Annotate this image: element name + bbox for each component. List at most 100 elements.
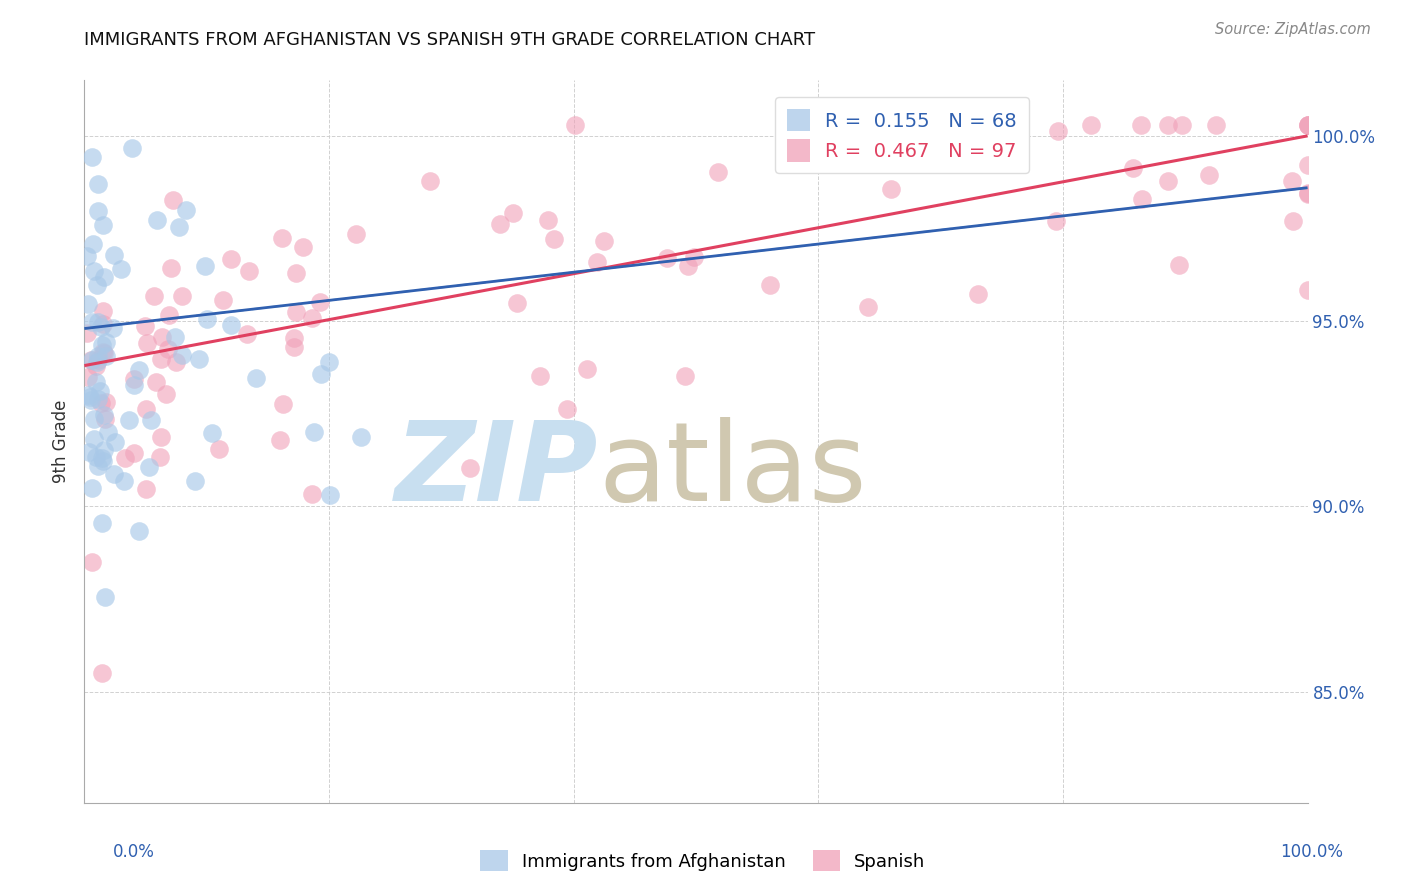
Point	[86, 458, 108, 473]
Point	[311, 367, 333, 381]
Point	[301, 311, 323, 326]
Point	[1130, 192, 1153, 206]
Point	[80, 555, 103, 569]
Point	[1167, 258, 1189, 272]
Point	[155, 387, 177, 401]
Point	[80, 353, 103, 368]
Point	[856, 300, 879, 314]
Point	[165, 330, 187, 344]
Point	[270, 231, 292, 245]
Point	[135, 401, 157, 416]
Point	[84, 376, 107, 390]
Point	[176, 202, 198, 217]
Text: atlas: atlas	[598, 417, 866, 524]
Point	[238, 264, 260, 278]
Legend: Immigrants from Afghanistan, Spanish: Immigrants from Afghanistan, Spanish	[474, 843, 932, 879]
Point	[195, 311, 218, 326]
Point	[592, 235, 614, 249]
Point	[128, 363, 150, 377]
Point	[149, 430, 172, 444]
Point	[221, 252, 243, 266]
Point	[529, 369, 551, 384]
Point	[76, 326, 98, 340]
Point	[350, 430, 373, 444]
Point	[156, 343, 179, 357]
Point	[90, 396, 112, 410]
Point	[1296, 118, 1319, 132]
Point	[201, 425, 224, 440]
Point	[149, 352, 172, 367]
Point	[77, 444, 100, 458]
Text: Source: ZipAtlas.com: Source: ZipAtlas.com	[1215, 22, 1371, 37]
Point	[103, 248, 125, 262]
Text: 0.0%: 0.0%	[112, 843, 155, 861]
Point	[172, 288, 194, 302]
Point	[1157, 174, 1180, 188]
Point	[460, 461, 482, 475]
Point	[94, 395, 117, 409]
Point	[141, 413, 163, 427]
Point	[87, 177, 110, 191]
Point	[285, 305, 308, 319]
Point	[87, 352, 110, 367]
Point	[91, 450, 114, 465]
Point	[93, 346, 115, 360]
Point	[79, 390, 101, 404]
Point	[86, 315, 108, 329]
Point	[162, 193, 184, 207]
Point	[219, 318, 242, 332]
Point	[506, 296, 529, 310]
Point	[655, 251, 678, 265]
Point	[1296, 118, 1319, 132]
Point	[76, 388, 98, 402]
Point	[543, 232, 565, 246]
Point	[128, 524, 150, 538]
Point	[489, 217, 512, 231]
Point	[91, 454, 114, 468]
Point	[344, 227, 367, 242]
Point	[187, 351, 209, 366]
Point	[269, 433, 291, 447]
Point	[76, 249, 98, 263]
Point	[91, 516, 114, 530]
Point	[1296, 283, 1319, 297]
Point	[94, 335, 117, 350]
Point	[77, 370, 100, 384]
Point	[114, 451, 136, 466]
Point	[79, 393, 101, 408]
Point	[94, 411, 117, 425]
Point	[1045, 213, 1067, 227]
Point	[1281, 174, 1303, 188]
Point	[1296, 158, 1319, 172]
Point	[309, 295, 332, 310]
Point	[112, 474, 135, 488]
Point	[80, 150, 103, 164]
Point	[318, 355, 340, 369]
Point	[86, 278, 108, 293]
Point	[707, 165, 730, 179]
Point	[302, 425, 325, 439]
Point	[87, 392, 110, 407]
Point	[1080, 118, 1102, 132]
Point	[83, 412, 105, 426]
Point	[673, 369, 696, 384]
Point	[235, 326, 257, 341]
Point	[193, 260, 215, 274]
Point	[285, 266, 308, 280]
Point	[184, 474, 207, 488]
Point	[110, 261, 132, 276]
Point	[101, 321, 124, 335]
Point	[103, 467, 125, 482]
Point	[124, 446, 146, 460]
Point	[502, 206, 524, 220]
Point	[146, 212, 169, 227]
Point	[90, 666, 112, 681]
Point	[76, 297, 98, 311]
Point	[575, 362, 598, 376]
Point	[87, 350, 110, 364]
Point	[1170, 118, 1192, 132]
Point	[1296, 118, 1319, 132]
Point	[121, 141, 143, 155]
Point	[759, 277, 782, 292]
Point	[172, 348, 194, 362]
